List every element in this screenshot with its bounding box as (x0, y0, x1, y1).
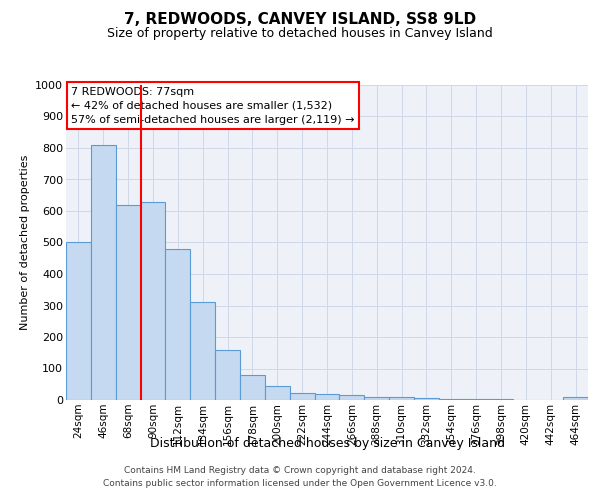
Bar (439, 398, 464, 400)
Text: Size of property relative to detached houses in Canvey Island: Size of property relative to detached ho… (107, 28, 493, 40)
Bar (116, 204, 140, 400)
Bar (464, 399, 488, 400)
Bar (140, 202, 166, 400)
Bar (190, 302, 215, 400)
Y-axis label: Number of detached properties: Number of detached properties (20, 155, 29, 330)
Bar (265, 386, 290, 400)
Bar (389, 398, 414, 400)
Bar (340, 396, 364, 400)
Bar (314, 394, 340, 400)
Bar (166, 249, 190, 400)
Bar (414, 398, 439, 400)
Bar (66, 242, 91, 400)
Bar (215, 350, 240, 400)
Text: Distribution of detached houses by size in Canvey Island: Distribution of detached houses by size … (149, 438, 505, 450)
Bar (91, 145, 116, 400)
Bar (240, 375, 265, 400)
Text: 7, REDWOODS, CANVEY ISLAND, SS8 9LD: 7, REDWOODS, CANVEY ISLAND, SS8 9LD (124, 12, 476, 28)
Bar (563, 397, 588, 400)
Bar (364, 397, 389, 400)
Text: 7 REDWOODS: 77sqm
← 42% of detached houses are smaller (1,532)
57% of semi-detac: 7 REDWOODS: 77sqm ← 42% of detached hous… (71, 86, 355, 124)
Bar (290, 393, 314, 400)
Text: Contains HM Land Registry data © Crown copyright and database right 2024.
Contai: Contains HM Land Registry data © Crown c… (103, 466, 497, 487)
